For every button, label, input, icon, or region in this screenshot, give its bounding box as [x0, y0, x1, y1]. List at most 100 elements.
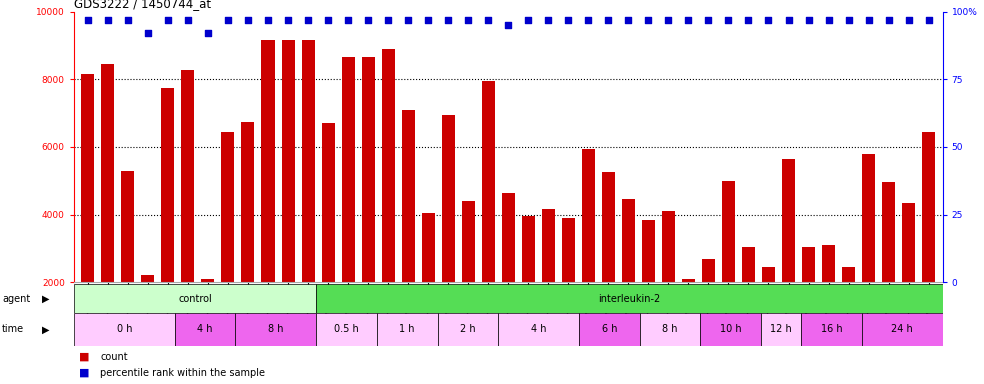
Bar — [498, 313, 579, 346]
Bar — [241, 121, 255, 350]
Text: 0 h: 0 h — [116, 324, 132, 334]
Point — [320, 17, 336, 23]
Bar — [401, 110, 414, 350]
Point — [380, 17, 396, 23]
Text: 4 h: 4 h — [530, 324, 546, 334]
Text: 2 h: 2 h — [460, 324, 475, 334]
Bar — [438, 313, 498, 346]
Point — [821, 17, 836, 23]
Point — [660, 17, 676, 23]
Bar — [562, 218, 575, 350]
Point — [540, 17, 556, 23]
Point — [340, 17, 356, 23]
Bar — [882, 182, 895, 350]
Text: interleukin-2: interleukin-2 — [598, 293, 660, 304]
Point — [720, 17, 736, 23]
Text: 0.5 h: 0.5 h — [335, 324, 359, 334]
Point — [120, 17, 136, 23]
Point — [280, 17, 296, 23]
Text: 8 h: 8 h — [662, 324, 678, 334]
Text: 12 h: 12 h — [770, 324, 792, 334]
Bar — [902, 203, 915, 350]
Point — [240, 17, 256, 23]
Bar — [82, 74, 94, 350]
Text: 10 h: 10 h — [719, 324, 741, 334]
Point — [440, 17, 456, 23]
Bar — [101, 64, 114, 350]
Text: 24 h: 24 h — [892, 324, 913, 334]
Bar — [622, 199, 635, 350]
Point — [641, 17, 656, 23]
Point — [300, 17, 316, 23]
Bar — [582, 149, 594, 350]
Bar — [361, 57, 375, 350]
Point — [681, 17, 697, 23]
Bar — [579, 313, 640, 346]
Point — [621, 17, 637, 23]
Point — [881, 17, 896, 23]
Bar — [640, 313, 701, 346]
Bar — [301, 40, 315, 350]
Bar — [822, 245, 835, 350]
Text: ▶: ▶ — [42, 324, 50, 334]
Bar — [221, 132, 234, 350]
Bar — [801, 313, 862, 346]
Point — [400, 17, 416, 23]
Point — [600, 17, 616, 23]
Bar — [262, 40, 275, 350]
Bar — [316, 284, 943, 313]
Bar — [161, 88, 174, 350]
Point — [220, 17, 236, 23]
Text: ■: ■ — [79, 352, 90, 362]
Bar — [662, 211, 675, 350]
Bar — [74, 313, 175, 346]
Bar — [316, 313, 377, 346]
Bar — [682, 279, 695, 350]
Bar — [382, 49, 395, 350]
Bar — [922, 132, 935, 350]
Bar — [202, 279, 215, 350]
Bar — [175, 313, 235, 346]
Bar — [701, 313, 761, 346]
Bar — [281, 40, 294, 350]
Bar — [702, 258, 715, 350]
Point — [200, 30, 215, 36]
Point — [160, 17, 176, 23]
Point — [801, 17, 817, 23]
Bar — [121, 170, 135, 350]
Point — [921, 17, 937, 23]
Bar — [862, 154, 875, 350]
Bar — [602, 172, 615, 350]
Bar — [782, 159, 795, 350]
Bar — [802, 247, 815, 350]
Point — [581, 17, 596, 23]
Bar — [442, 115, 455, 350]
Bar — [862, 313, 943, 346]
Point — [260, 17, 276, 23]
Bar — [322, 123, 335, 350]
Point — [360, 17, 376, 23]
Text: percentile rank within the sample: percentile rank within the sample — [100, 368, 266, 378]
Bar — [722, 181, 735, 350]
Bar — [762, 267, 775, 350]
Bar — [522, 216, 534, 350]
Point — [100, 17, 116, 23]
Point — [900, 17, 916, 23]
Text: GDS3222 / 1450744_at: GDS3222 / 1450744_at — [74, 0, 211, 10]
Bar — [235, 313, 316, 346]
Bar — [181, 70, 195, 350]
Text: control: control — [178, 293, 212, 304]
Bar — [74, 284, 316, 313]
Point — [140, 30, 155, 36]
Bar — [502, 192, 515, 350]
Point — [861, 17, 877, 23]
Bar — [542, 210, 555, 350]
Bar — [642, 220, 655, 350]
Text: count: count — [100, 352, 128, 362]
Bar — [142, 275, 154, 350]
Point — [461, 17, 476, 23]
Point — [761, 17, 776, 23]
Bar — [422, 213, 435, 350]
Bar — [377, 313, 438, 346]
Point — [840, 17, 856, 23]
